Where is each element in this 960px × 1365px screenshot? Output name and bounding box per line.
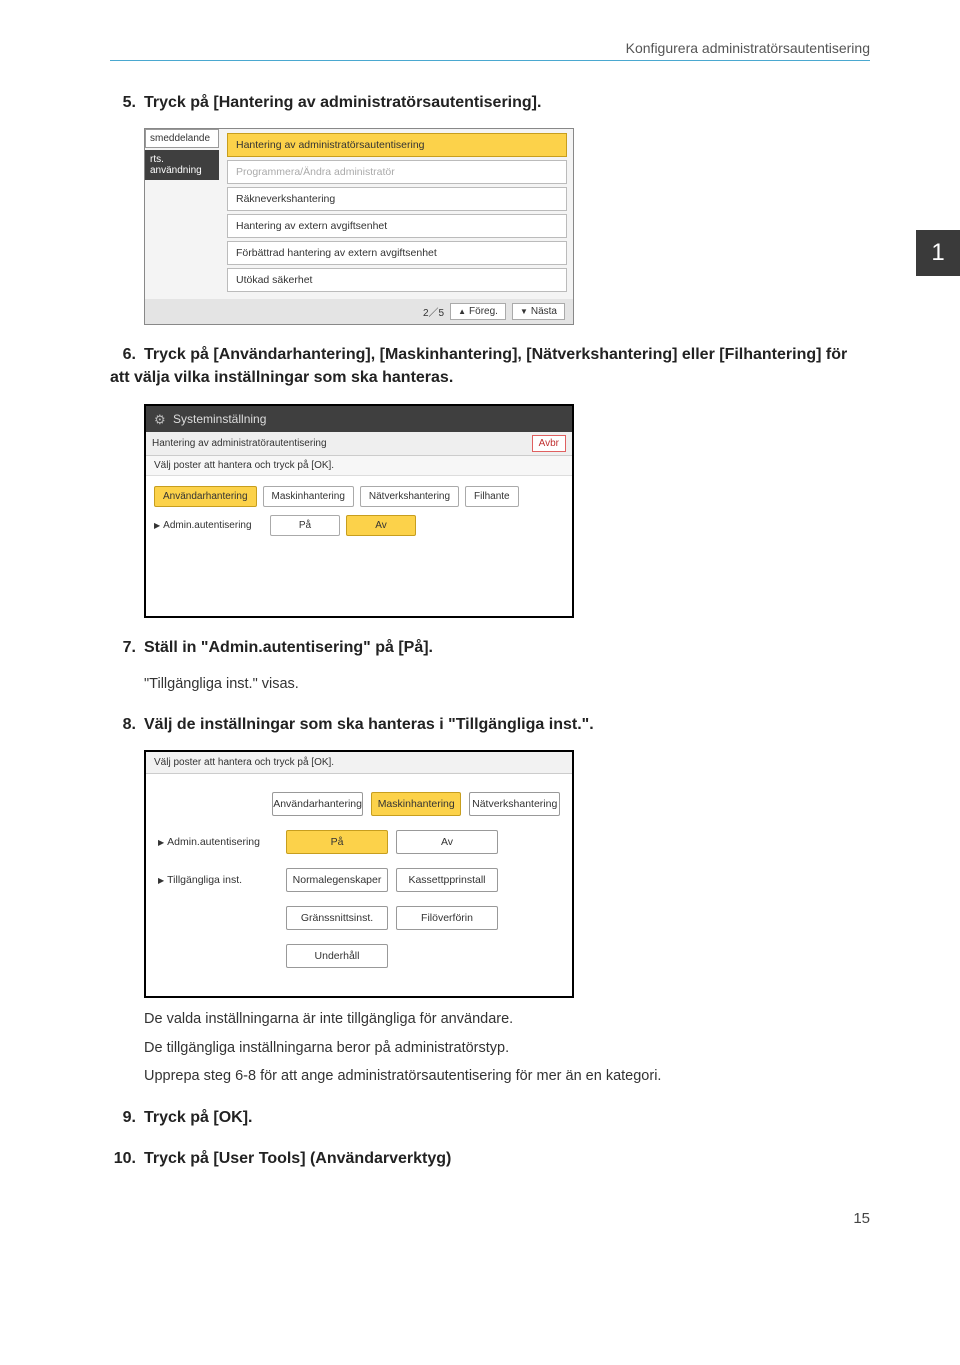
shot2-off-button[interactable]: Av bbox=[346, 515, 416, 536]
shot1-list: Hantering av administratörsautentisering… bbox=[219, 129, 573, 299]
shot2-admin-auth-label: Admin.autentisering bbox=[154, 520, 264, 531]
step-8-sub3: Upprepa steg 6-8 för att ange administra… bbox=[144, 1065, 870, 1087]
shot3-row-categories: Användarhantering Maskinhantering Nätver… bbox=[158, 792, 560, 816]
shot3-normal-btn[interactable]: Normalegenskaper bbox=[286, 868, 388, 892]
shot1-row-5[interactable]: Förbättrad hantering av extern avgiftsen… bbox=[227, 241, 567, 265]
shot3-row-5: Underhåll bbox=[158, 944, 560, 968]
shot3-interface-btn[interactable]: Gränssnittsinst. bbox=[286, 906, 388, 930]
step-8-num: 8. bbox=[110, 713, 136, 736]
step-7-text: Ställ in "Admin.autentisering" på [På]. bbox=[144, 639, 433, 656]
shot3-user-btn[interactable]: Användarhantering bbox=[272, 792, 363, 816]
shot2-tab-machine[interactable]: Maskinhantering bbox=[263, 486, 354, 507]
gear-icon bbox=[154, 412, 167, 425]
shot2-cancel-button[interactable]: Avbr bbox=[532, 435, 566, 452]
shot3-filetransfer-btn[interactable]: Filöverförin bbox=[396, 906, 498, 930]
shot3-row-adminauth: Admin.autentisering På Av bbox=[158, 830, 560, 854]
shot1-row-1[interactable]: Hantering av administratörsautentisering bbox=[227, 133, 567, 157]
shot3-row-4: Gränssnittsinst. Filöverförin bbox=[158, 906, 560, 930]
step-5-num: 5. bbox=[110, 91, 136, 114]
shot3-network-btn[interactable]: Nätverkshantering bbox=[469, 792, 560, 816]
step-8: 8. Välj de inställningar som ska hanteras… bbox=[110, 713, 870, 736]
step-6-text: Tryck på [Användarhantering], [Maskinhan… bbox=[110, 346, 847, 386]
shot2-tab-network[interactable]: Nätverkshantering bbox=[360, 486, 459, 507]
shot1-sidetab-2[interactable]: rts. användning bbox=[145, 150, 219, 180]
shot2-hint: Välj poster att hantera och tryck på [OK… bbox=[146, 456, 572, 476]
screenshot-1: smeddelande rts. användning Hantering av… bbox=[144, 128, 574, 325]
shot1-prev-button[interactable]: Föreg. bbox=[450, 303, 506, 320]
shot3-available-label: Tillgängliga inst. bbox=[158, 874, 278, 886]
screenshot-2: Systeminställning Hantering av administr… bbox=[144, 404, 574, 618]
step-5-text: Tryck på [Hantering av administratörsaut… bbox=[144, 94, 541, 111]
shot1-row-3[interactable]: Räkneverkshantering bbox=[227, 187, 567, 211]
shot3-maintenance-btn[interactable]: Underhåll bbox=[286, 944, 388, 968]
step-8-text: Välj de inställningar som ska hanteras i… bbox=[144, 716, 594, 733]
step-9: 9. Tryck på [OK]. bbox=[110, 1106, 870, 1129]
step-7-num: 7. bbox=[110, 636, 136, 659]
shot3-kassett-btn[interactable]: Kassettpprinstall bbox=[396, 868, 498, 892]
shot2-breadcrumb: Hantering av administratörautentisering bbox=[152, 438, 327, 449]
step-9-text: Tryck på [OK]. bbox=[144, 1109, 252, 1126]
header-rule bbox=[110, 60, 870, 61]
triangle-up-icon bbox=[458, 306, 466, 317]
shot2-tab-file[interactable]: Filhante bbox=[465, 486, 519, 507]
shot1-row-4[interactable]: Hantering av extern avgiftsenhet bbox=[227, 214, 567, 238]
step-10-text: Tryck på [User Tools] (Användarverktyg) bbox=[144, 1150, 451, 1167]
triangle-down-icon bbox=[520, 306, 528, 317]
step-5: 5. Tryck på [Hantering av administratörsa… bbox=[110, 91, 870, 114]
shot2-tabs: Användarhantering Maskinhantering Nätver… bbox=[154, 486, 564, 507]
shot2-admin-auth-row: Admin.autentisering På Av bbox=[154, 515, 564, 536]
shot3-adminauth-label: Admin.autentisering bbox=[158, 836, 278, 848]
page-number: 15 bbox=[110, 1210, 870, 1227]
shot3-on-btn[interactable]: På bbox=[286, 830, 388, 854]
shot2-on-button[interactable]: På bbox=[270, 515, 340, 536]
chapter-number-box: 1 bbox=[916, 230, 960, 276]
step-8-sub1: De valda inställningarna är inte tillgän… bbox=[144, 1008, 870, 1030]
shot1-row-6[interactable]: Utökad säkerhet bbox=[227, 268, 567, 292]
screenshot-3: Välj poster att hantera och tryck på [OK… bbox=[144, 750, 574, 998]
shot1-row-2: Programmera/Ändra administratör bbox=[227, 160, 567, 184]
shot1-next-button[interactable]: Nästa bbox=[512, 303, 565, 320]
shot1-sidebar: smeddelande rts. användning bbox=[145, 129, 219, 299]
shot2-titlebar: Systeminställning bbox=[146, 406, 572, 432]
page-header: Konfigurera administratörsautentisering bbox=[110, 40, 870, 56]
step-9-num: 9. bbox=[110, 1106, 136, 1129]
step-6-num: 6. bbox=[110, 343, 136, 366]
step-7: 7. Ställ in "Admin.autentisering" på [På]… bbox=[110, 636, 870, 659]
arrow-right-icon bbox=[154, 520, 163, 531]
arrow-right-icon bbox=[158, 836, 167, 848]
shot3-hint: Välj poster att hantera och tryck på [OK… bbox=[146, 752, 572, 774]
shot3-row-available: Tillgängliga inst. Normalegenskaper Kass… bbox=[158, 868, 560, 892]
shot1-nav: 2／5 Föreg. Nästa bbox=[145, 299, 573, 324]
shot1-page-indicator: 2／5 bbox=[423, 304, 444, 319]
shot3-machine-btn[interactable]: Maskinhantering bbox=[371, 792, 462, 816]
shot2-breadcrumb-bar: Hantering av administratörautentisering … bbox=[146, 432, 572, 456]
shot1-sidetab-1[interactable]: smeddelande bbox=[145, 129, 219, 148]
shot2-title: Systeminställning bbox=[173, 412, 266, 426]
step-6: 6.Tryck på [Användarhantering], [Maskinh… bbox=[110, 343, 870, 389]
step-7-sub: "Tillgängliga inst." visas. bbox=[144, 673, 870, 695]
step-8-sub2: De tillgängliga inställningarna beror på… bbox=[144, 1037, 870, 1059]
step-10-num: 10. bbox=[110, 1147, 136, 1170]
step-10: 10. Tryck på [User Tools] (Användarverkty… bbox=[110, 1147, 870, 1170]
arrow-right-icon bbox=[158, 874, 167, 886]
shot3-off-btn[interactable]: Av bbox=[396, 830, 498, 854]
shot2-tab-user[interactable]: Användarhantering bbox=[154, 486, 257, 507]
